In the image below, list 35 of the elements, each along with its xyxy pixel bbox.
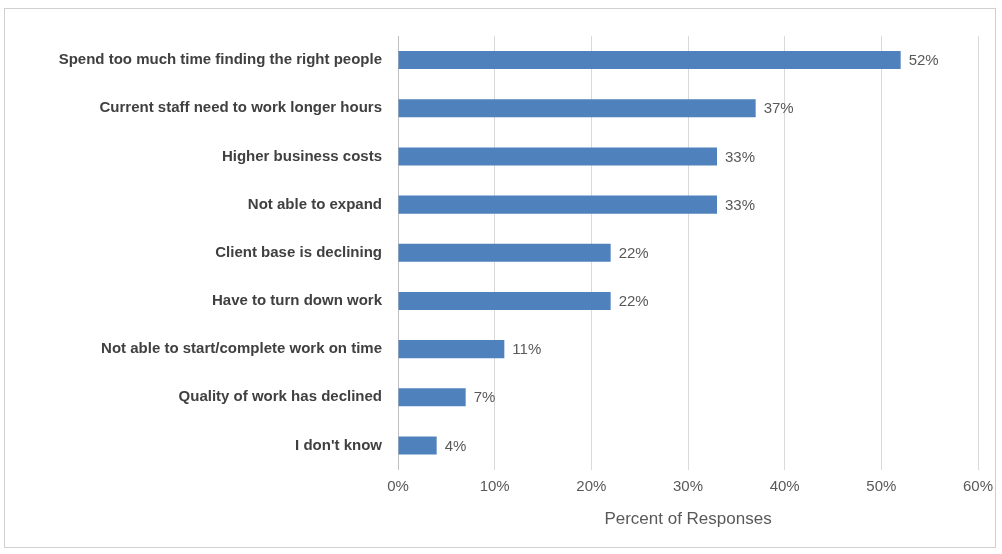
x-tick-label: 50% [866,476,897,494]
bar [398,291,611,311]
data-label: 4% [444,436,467,454]
bar [398,99,756,118]
data-label: 33% [725,195,756,213]
y-tick-label: Quality of work has declined [178,387,382,405]
x-tick-label: 20% [576,476,607,494]
y-tick-label: Higher business costs [221,146,382,164]
data-label: 22% [618,292,649,310]
bar [398,436,437,455]
x-tick-label: 10% [479,476,510,494]
x-axis-title: Percent of Responses [604,509,772,529]
x-tick-label: 40% [769,476,800,494]
data-label: 33% [725,147,756,165]
bar [398,195,717,214]
bar [398,243,611,262]
y-tick-label: Spend too much time finding the right people [58,50,382,68]
data-label: 37% [763,99,794,117]
data-label: 22% [618,243,649,261]
bar [398,147,717,166]
y-tick-label: Have to turn down work [211,291,383,309]
bar [398,51,901,70]
y-tick-label: Not able to expand [247,194,382,212]
y-tick-label: I don't know [295,435,383,453]
x-tick-label: 60% [962,476,994,494]
data-label: 52% [908,51,939,69]
data-label: 11% [512,340,542,358]
bar [398,340,505,359]
data-label: 7% [473,388,496,406]
bar [398,388,466,407]
y-tick-label: Current staff need to work longer hours [99,98,382,116]
y-tick-label: Client base is declining [215,242,382,260]
x-tick-label: 30% [672,476,704,494]
x-tick-label: 0% [387,476,409,494]
y-tick-label: Not able to start/complete work on time [101,339,382,357]
